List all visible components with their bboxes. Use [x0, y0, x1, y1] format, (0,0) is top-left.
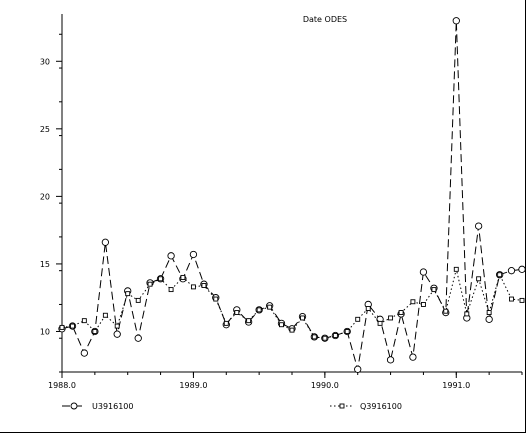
series-2: [59, 266, 525, 341]
data-point: [365, 306, 371, 311]
x-tick-label: 1988.0: [48, 381, 76, 390]
data-point: [300, 315, 305, 321]
data-point: [256, 307, 262, 313]
data-point: [158, 276, 164, 282]
data-point: [431, 287, 437, 293]
data-point: [519, 297, 525, 303]
data-point: [147, 281, 153, 287]
legend-swatch-marker: [70, 402, 78, 410]
data-point: [386, 356, 395, 364]
data-point: [518, 265, 526, 273]
x-tick-label: 1990.0: [311, 381, 339, 390]
data-point: [102, 312, 108, 318]
data-point: [135, 297, 141, 303]
data-point: [476, 276, 482, 282]
data-point: [344, 329, 350, 334]
data-point: [420, 302, 426, 307]
data-point: [134, 334, 142, 342]
legend-label: U3916100: [92, 402, 133, 411]
legend-label: Q3916100: [360, 402, 402, 411]
data-point: [101, 238, 110, 246]
data-point: [80, 349, 88, 357]
data-point: [223, 320, 229, 326]
data-point: [486, 310, 492, 316]
y-tick-label: 25: [40, 125, 50, 134]
data-point: [289, 327, 295, 333]
data-point: [410, 299, 416, 305]
data-point: [279, 322, 284, 328]
y-tick-label: 20: [40, 192, 50, 201]
data-point: [189, 250, 198, 259]
data-point: [180, 274, 186, 280]
y-tick-label: 15: [40, 260, 50, 269]
data-point: [201, 283, 207, 288]
data-point: [388, 315, 394, 321]
x-tick-label: 1989.0: [179, 381, 207, 390]
legend-swatch-marker: [339, 403, 345, 409]
data-point: [464, 311, 470, 317]
data-point: [507, 267, 516, 275]
data-point: [485, 315, 493, 323]
data-point: [409, 353, 417, 361]
axes: 10 15 20 25 30 1988.0 1989.0 1990.0 1991.0: [40, 14, 523, 390]
data-point: [92, 329, 98, 334]
data-point: [113, 330, 121, 338]
data-point: [452, 17, 460, 25]
data-point: [167, 252, 175, 260]
data-point: [355, 316, 361, 322]
data-point: [398, 310, 404, 316]
data-point: [213, 296, 219, 302]
data-point: [267, 304, 273, 310]
data-point: [509, 296, 514, 302]
data-point: [332, 333, 338, 338]
data-point: [443, 308, 449, 314]
data-point: [114, 323, 120, 329]
data-point: [354, 365, 362, 373]
legend-item: Q3916100: [330, 402, 402, 411]
data-point: [234, 310, 240, 316]
y-tick-label: 10: [40, 327, 50, 336]
data-point: [311, 334, 317, 340]
series-1: [58, 17, 526, 373]
data-point: [168, 287, 174, 293]
data-point: [419, 268, 428, 276]
data-point: [474, 222, 483, 230]
legend: U3916100 Q3916100: [62, 402, 402, 411]
data-point: [190, 284, 196, 290]
chart-title: Date ODES: [303, 15, 347, 24]
data-point: [246, 318, 252, 324]
data-point: [125, 291, 131, 297]
data-point: [497, 272, 503, 278]
series-layer: [58, 17, 526, 373]
data-point: [377, 320, 383, 326]
data-point: [81, 318, 87, 324]
series-line: [61, 20, 523, 370]
data-point: [70, 323, 75, 329]
legend-item: U3916100: [62, 402, 133, 411]
x-tick-label: 1991.0: [442, 381, 470, 390]
data-point: [453, 266, 459, 272]
data-point: [322, 335, 328, 341]
data-point: [59, 324, 65, 330]
y-tick-label: 30: [40, 57, 50, 66]
